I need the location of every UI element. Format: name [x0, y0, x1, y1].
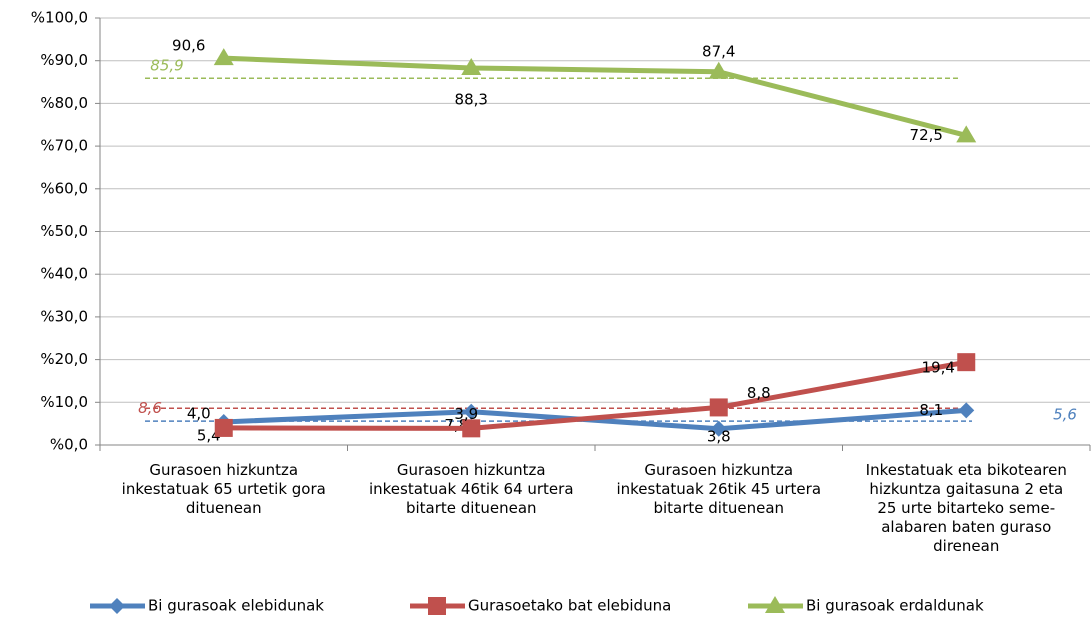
series-line [223, 55, 967, 138]
data-point [214, 418, 233, 437]
data-label: 8,1 [919, 401, 943, 419]
data-point [956, 125, 977, 143]
data-label: 19,4 [922, 359, 955, 377]
legend-label: Gurasoetako bat elebiduna [468, 597, 671, 615]
data-label: 5,4 [197, 426, 221, 444]
data-point [708, 61, 729, 79]
data-label: 3,8 [707, 427, 731, 445]
x-tick-label: Inkestatuak eta bikotearen hizkuntza gai… [865, 461, 1067, 555]
average-label: 8,6 [138, 399, 162, 417]
y-tick-label: %10,0 [40, 393, 88, 411]
y-tick-label: %0,0 [50, 436, 88, 454]
legend-marker [765, 596, 785, 613]
average-label: 5,6 [1053, 406, 1077, 424]
data-point [958, 402, 975, 419]
y-tick-label: %40,0 [40, 265, 88, 283]
y-tick-label: %90,0 [40, 51, 88, 69]
data-label: 3,9 [454, 405, 478, 423]
data-point [957, 353, 976, 372]
legend-marker [109, 598, 125, 614]
y-tick-label: %20,0 [40, 350, 88, 368]
y-tick-label: %80,0 [40, 94, 88, 112]
data-label: 4,0 [187, 404, 211, 422]
series-line [223, 359, 967, 431]
data-point [710, 420, 727, 437]
data-label: 87,4 [702, 42, 735, 60]
y-tick-label: %30,0 [40, 307, 88, 325]
data-point [213, 48, 234, 66]
data-label: 72,5 [910, 126, 943, 144]
y-tick-label: %70,0 [40, 137, 88, 155]
data-point [463, 403, 480, 420]
legend-label: Bi gurasoak elebidunak [148, 597, 324, 615]
data-label: 8,8 [747, 384, 771, 402]
y-tick-label: %60,0 [40, 179, 88, 197]
data-point [462, 419, 481, 438]
data-point [461, 57, 482, 75]
x-tick-label: Gurasoen hizkuntza inkestatuak 26tik 45 … [616, 461, 822, 517]
legend-label: Bi gurasoak erdaldunak [806, 597, 984, 615]
data-label: 88,3 [455, 90, 488, 108]
y-tick-label: %100,0 [31, 9, 88, 27]
x-tick-label: Gurasoen hizkuntza inkestatuak 46tik 64 … [368, 461, 574, 517]
x-tick-label: Gurasoen hizkuntza inkestatuak 65 urteti… [121, 461, 326, 517]
legend-marker [428, 597, 446, 615]
average-label: 85,9 [150, 57, 183, 75]
data-point [709, 398, 728, 417]
y-tick-label: %50,0 [40, 222, 88, 240]
data-label: 90,6 [172, 37, 205, 55]
